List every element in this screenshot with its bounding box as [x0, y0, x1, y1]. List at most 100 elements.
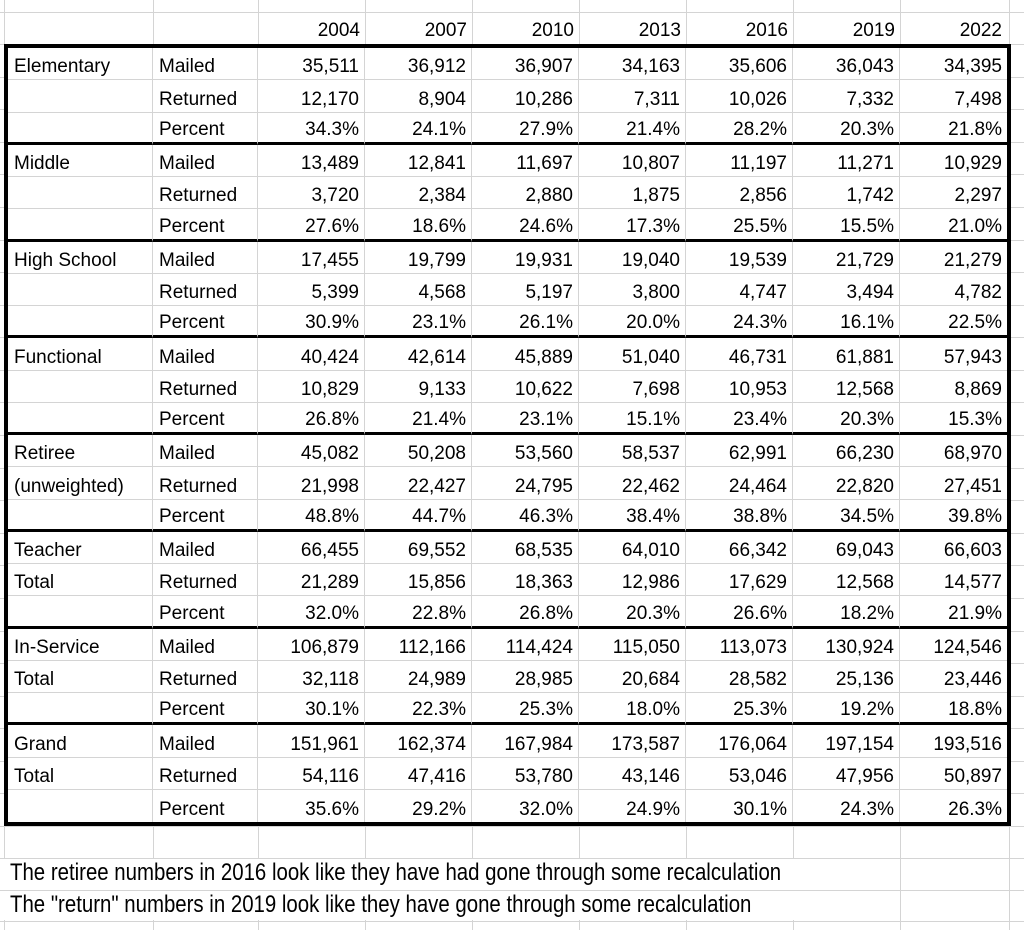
value-cell[interactable]: 25.3%	[472, 693, 579, 726]
value-cell[interactable]: 2,297	[900, 177, 1007, 210]
value-cell[interactable]: 176,064	[686, 725, 793, 758]
section-label-cell[interactable]: Total	[8, 660, 153, 693]
value-cell[interactable]: 21.4%	[579, 112, 686, 145]
value-cell[interactable]: 115,050	[579, 628, 686, 661]
value-cell[interactable]: 66,342	[686, 531, 793, 564]
value-cell[interactable]: 30.9%	[258, 306, 365, 339]
value-cell[interactable]: 24,989	[365, 660, 472, 693]
value-cell[interactable]: 21,279	[900, 241, 1007, 274]
value-cell[interactable]: 21.4%	[365, 402, 472, 435]
value-cell[interactable]: 69,552	[365, 531, 472, 564]
value-cell[interactable]: 24,795	[472, 467, 579, 500]
value-cell[interactable]: 32.0%	[472, 789, 579, 822]
value-cell[interactable]: 20.3%	[793, 402, 900, 435]
value-cell[interactable]: 34,395	[900, 48, 1007, 81]
value-cell[interactable]: 113,073	[686, 628, 793, 661]
year-header-cell[interactable]: 2019	[852, 20, 895, 41]
value-cell[interactable]: 66,455	[258, 531, 365, 564]
row-label-cell[interactable]: Percent	[153, 789, 258, 822]
value-cell[interactable]: 47,956	[793, 757, 900, 790]
row-label-cell[interactable]: Mailed	[153, 725, 258, 758]
value-cell[interactable]: 12,986	[579, 564, 686, 597]
value-cell[interactable]: 15.5%	[793, 209, 900, 242]
value-cell[interactable]: 22.8%	[365, 596, 472, 629]
value-cell[interactable]: 19,799	[365, 241, 472, 274]
value-cell[interactable]: 18.0%	[579, 693, 686, 726]
row-label-cell[interactable]: Percent	[153, 499, 258, 532]
value-cell[interactable]: 53,780	[472, 757, 579, 790]
value-cell[interactable]: 14,577	[900, 564, 1007, 597]
value-cell[interactable]: 34.3%	[258, 112, 365, 145]
value-cell[interactable]: 26.8%	[258, 402, 365, 435]
value-cell[interactable]: 30.1%	[258, 693, 365, 726]
value-cell[interactable]: 42,614	[365, 338, 472, 371]
section-label-cell[interactable]	[8, 370, 153, 403]
row-label-cell[interactable]: Mailed	[153, 241, 258, 274]
value-cell[interactable]: 12,568	[793, 564, 900, 597]
value-cell[interactable]: 21.0%	[900, 209, 1007, 242]
row-label-cell[interactable]: Percent	[153, 596, 258, 629]
value-cell[interactable]: 15.1%	[579, 402, 686, 435]
value-cell[interactable]: 197,154	[793, 725, 900, 758]
value-cell[interactable]: 58,537	[579, 435, 686, 468]
value-cell[interactable]: 40,424	[258, 338, 365, 371]
value-cell[interactable]: 17,629	[686, 564, 793, 597]
value-cell[interactable]: 28,582	[686, 660, 793, 693]
value-cell[interactable]: 36,912	[365, 48, 472, 81]
value-cell[interactable]: 34.5%	[793, 499, 900, 532]
value-cell[interactable]: 48.8%	[258, 499, 365, 532]
value-cell[interactable]: 19,040	[579, 241, 686, 274]
value-cell[interactable]: 25.3%	[686, 693, 793, 726]
year-header-cell[interactable]: 2004	[317, 20, 360, 41]
value-cell[interactable]: 24.1%	[365, 112, 472, 145]
row-label-cell[interactable]: Returned	[153, 177, 258, 210]
value-cell[interactable]: 28.2%	[686, 112, 793, 145]
value-cell[interactable]: 68,970	[900, 435, 1007, 468]
value-cell[interactable]: 26.6%	[686, 596, 793, 629]
value-cell[interactable]: 2,880	[472, 177, 579, 210]
section-label-cell[interactable]	[8, 177, 153, 210]
value-cell[interactable]: 3,800	[579, 273, 686, 306]
value-cell[interactable]: 50,208	[365, 435, 472, 468]
value-cell[interactable]: 10,929	[900, 144, 1007, 177]
value-cell[interactable]: 45,082	[258, 435, 365, 468]
value-cell[interactable]: 8,904	[365, 80, 472, 113]
value-cell[interactable]: 68,535	[472, 531, 579, 564]
value-cell[interactable]: 10,829	[258, 370, 365, 403]
year-header-cell[interactable]: 2013	[638, 20, 681, 41]
value-cell[interactable]: 39.8%	[900, 499, 1007, 532]
value-cell[interactable]: 66,603	[900, 531, 1007, 564]
value-cell[interactable]: 7,311	[579, 80, 686, 113]
section-label-cell[interactable]	[8, 596, 153, 629]
section-label-cell[interactable]	[8, 789, 153, 822]
section-label-cell[interactable]: Retiree	[8, 435, 153, 468]
row-label-cell[interactable]: Mailed	[153, 48, 258, 81]
value-cell[interactable]: 24.9%	[579, 789, 686, 822]
value-cell[interactable]: 20.3%	[793, 112, 900, 145]
value-cell[interactable]: 26.8%	[472, 596, 579, 629]
value-cell[interactable]: 27,451	[900, 467, 1007, 500]
value-cell[interactable]: 3,494	[793, 273, 900, 306]
row-label-cell[interactable]: Percent	[153, 209, 258, 242]
row-label-cell[interactable]: Returned	[153, 370, 258, 403]
row-label-cell[interactable]: Percent	[153, 112, 258, 145]
value-cell[interactable]: 53,046	[686, 757, 793, 790]
year-header-cell[interactable]: 2016	[745, 20, 788, 41]
value-cell[interactable]: 114,424	[472, 628, 579, 661]
value-cell[interactable]: 29.2%	[365, 789, 472, 822]
value-cell[interactable]: 13,489	[258, 144, 365, 177]
year-header-cell[interactable]: 2010	[531, 20, 574, 41]
note-row-return-2019[interactable]: The "return" numbers in 2019 look like t…	[4, 890, 882, 922]
value-cell[interactable]: 18.6%	[365, 209, 472, 242]
value-cell[interactable]: 28,985	[472, 660, 579, 693]
value-cell[interactable]: 36,907	[472, 48, 579, 81]
section-label-cell[interactable]: Grand	[8, 725, 153, 758]
value-cell[interactable]: 2,856	[686, 177, 793, 210]
value-cell[interactable]: 15,856	[365, 564, 472, 597]
value-cell[interactable]: 53,560	[472, 435, 579, 468]
section-label-cell[interactable]	[8, 306, 153, 339]
value-cell[interactable]: 20.3%	[579, 596, 686, 629]
value-cell[interactable]: 173,587	[579, 725, 686, 758]
value-cell[interactable]: 23.4%	[686, 402, 793, 435]
value-cell[interactable]: 151,961	[258, 725, 365, 758]
